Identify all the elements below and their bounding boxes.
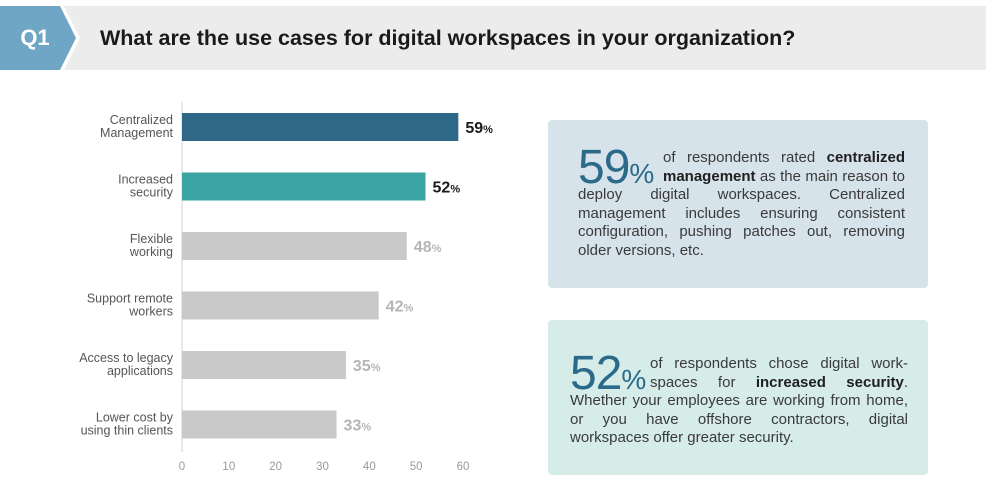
callout-text-head: of respondents rated centralized managem… — [578, 149, 905, 259]
bar — [182, 232, 407, 260]
x-tick-label: 40 — [363, 461, 376, 473]
page-title: What are the use cases for digital works… — [100, 26, 796, 50]
category-label: Increased security — [118, 173, 174, 200]
callout-big-number: 52% — [570, 347, 647, 400]
bar — [182, 410, 337, 439]
bar — [182, 113, 459, 141]
data-label: 52% — [433, 180, 461, 197]
category-label: Support remote workers — [87, 292, 173, 319]
question-number: Q1 — [20, 25, 50, 50]
x-tick-label: 30 — [316, 461, 329, 473]
data-label: 42% — [386, 299, 414, 316]
header-bar — [0, 6, 986, 70]
bar — [182, 351, 346, 379]
data-label: 59% — [465, 120, 493, 137]
question-number-tag: Q1 — [0, 6, 84, 70]
text-wrap-spacer — [578, 149, 663, 186]
callout-big-number: 59% — [578, 141, 655, 194]
category-label: Flexible working — [129, 232, 173, 259]
category-label: Centralized Management — [100, 113, 173, 140]
category-label: Access to legacy applications — [79, 351, 174, 378]
data-label: 33% — [344, 418, 372, 435]
x-tick-label: 0 — [179, 461, 185, 473]
callout-box-centralized: 59% of respondents rated centralized man… — [548, 120, 928, 288]
bar — [182, 172, 426, 201]
category-label: Lower cost by using thin clients — [81, 411, 174, 438]
x-tick-label: 10 — [222, 461, 235, 473]
x-tick-label: 20 — [269, 461, 282, 473]
callout-text-head: of respondents chose digital work-spaces… — [570, 355, 908, 446]
x-tick-label: 60 — [457, 461, 470, 473]
callout-box-security: 52% of respondents chose digital work-sp… — [548, 320, 928, 475]
bar — [182, 291, 379, 320]
x-tick-label: 50 — [410, 461, 423, 473]
data-label: 48% — [414, 239, 442, 256]
bar-chart: Centralized Management 59% Increased securit… — [79, 102, 493, 473]
data-label: 35% — [353, 358, 381, 375]
text-wrap-spacer — [570, 355, 650, 392]
